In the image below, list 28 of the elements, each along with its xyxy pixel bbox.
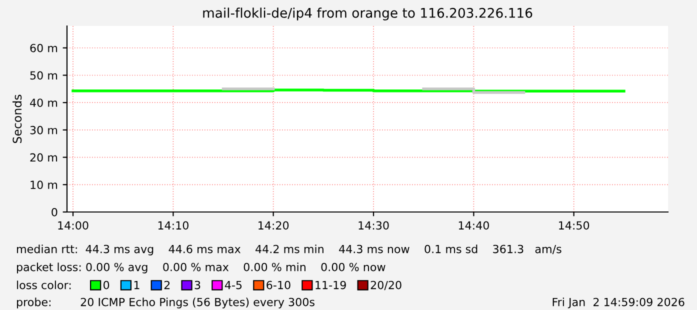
y-axis-title: Seconds xyxy=(12,94,22,144)
y-tick-label: 20 m xyxy=(30,153,58,162)
legend-title: loss color: xyxy=(17,280,71,290)
legend-label: 2 xyxy=(164,280,170,290)
legend-label: 11-19 xyxy=(316,280,346,290)
x-tick-label: 14:20 xyxy=(258,221,289,230)
x-tick-label: 14:50 xyxy=(559,221,590,230)
y-tick-label: 0 xyxy=(52,208,58,216)
legend-label: 20/20 xyxy=(370,280,402,290)
x-tick-label: 14:00 xyxy=(58,221,88,230)
y-tick-label: 30 m xyxy=(30,126,58,134)
legend-label: 1 xyxy=(134,280,140,290)
y-tick-label: 60 m xyxy=(30,44,58,52)
legend-label: 0 xyxy=(104,280,110,290)
legend-label: 3 xyxy=(194,280,200,290)
text: packet loss: 0.00 % avg 0.00 % max 0.00 % min 0.00 % now xyxy=(17,262,386,274)
x-tick-label: 14:30 xyxy=(358,221,389,230)
text: probe: 20 ICMP Echo Pings (56 Bytes) every 300s xyxy=(17,298,314,308)
legend-label: 6-10 xyxy=(266,280,290,290)
chart-title: mail-flokli-de/ip4 from orange to 116.203.226.116 xyxy=(203,8,532,20)
x-tick-label: 14:10 xyxy=(158,221,188,230)
y-tick-label: 40 m xyxy=(30,98,58,107)
y-tick-label: 10 m xyxy=(30,180,58,190)
y-tick-label: 50 m xyxy=(30,71,58,80)
legend-label: 4-5 xyxy=(224,280,242,290)
text: median rtt: 44.3 ms avg 44.6 ms max 44.2 ms min 44.3 ms now 0.1 ms sd 361.3 am/s xyxy=(17,244,562,256)
x-tick-label: 14:40 xyxy=(458,221,489,230)
text: Fri Jan 2 14:59:09 2026 xyxy=(552,298,684,308)
